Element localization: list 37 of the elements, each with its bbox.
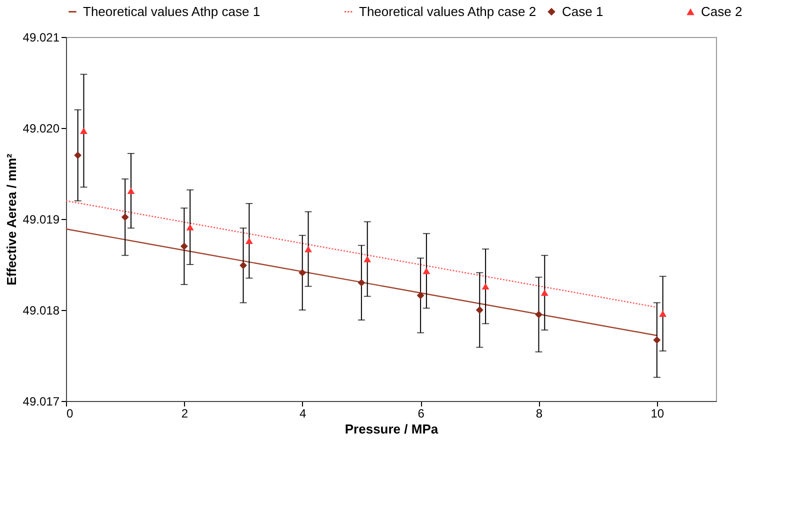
point <box>240 262 247 270</box>
point <box>121 213 129 221</box>
x-axis-title: Pressure / MPa <box>344 422 439 436</box>
x-tick-label: 0 <box>66 406 74 420</box>
x-tick-label: 2 <box>181 406 188 420</box>
x-tick-label: 8 <box>536 406 543 420</box>
point <box>74 152 82 160</box>
x-tick-label: 4 <box>300 406 307 420</box>
point <box>416 292 424 300</box>
y-tick-label: 49.018 <box>22 304 60 318</box>
x-tick-label: 6 <box>418 406 425 420</box>
point <box>180 242 188 250</box>
point <box>364 256 372 262</box>
x-tick-label: 10 <box>650 406 664 420</box>
point <box>304 246 312 252</box>
point <box>358 278 366 286</box>
legend-label: Theoretical values Athp case 2 <box>359 4 536 19</box>
point <box>659 310 667 317</box>
legend-label: Case 1 <box>562 4 604 19</box>
point <box>422 268 430 274</box>
y-tick-label: 49.021 <box>22 30 60 44</box>
point <box>186 224 194 230</box>
point <box>482 283 490 290</box>
point <box>80 128 88 134</box>
point <box>653 336 661 344</box>
y-tick-label: 49.017 <box>22 394 60 408</box>
y-tick-label: 49.020 <box>22 122 60 136</box>
point <box>476 306 484 314</box>
point <box>298 268 306 276</box>
legend-label: Theoretical values Athp case 1 <box>83 4 260 19</box>
point <box>540 290 548 296</box>
legend-label: Case 2 <box>701 4 742 19</box>
point <box>245 238 253 244</box>
point <box>127 188 135 194</box>
y-tick-label: 49.019 <box>22 212 60 226</box>
point <box>535 310 542 318</box>
y-axis-title: Effective Aerea / mm² <box>4 152 19 286</box>
